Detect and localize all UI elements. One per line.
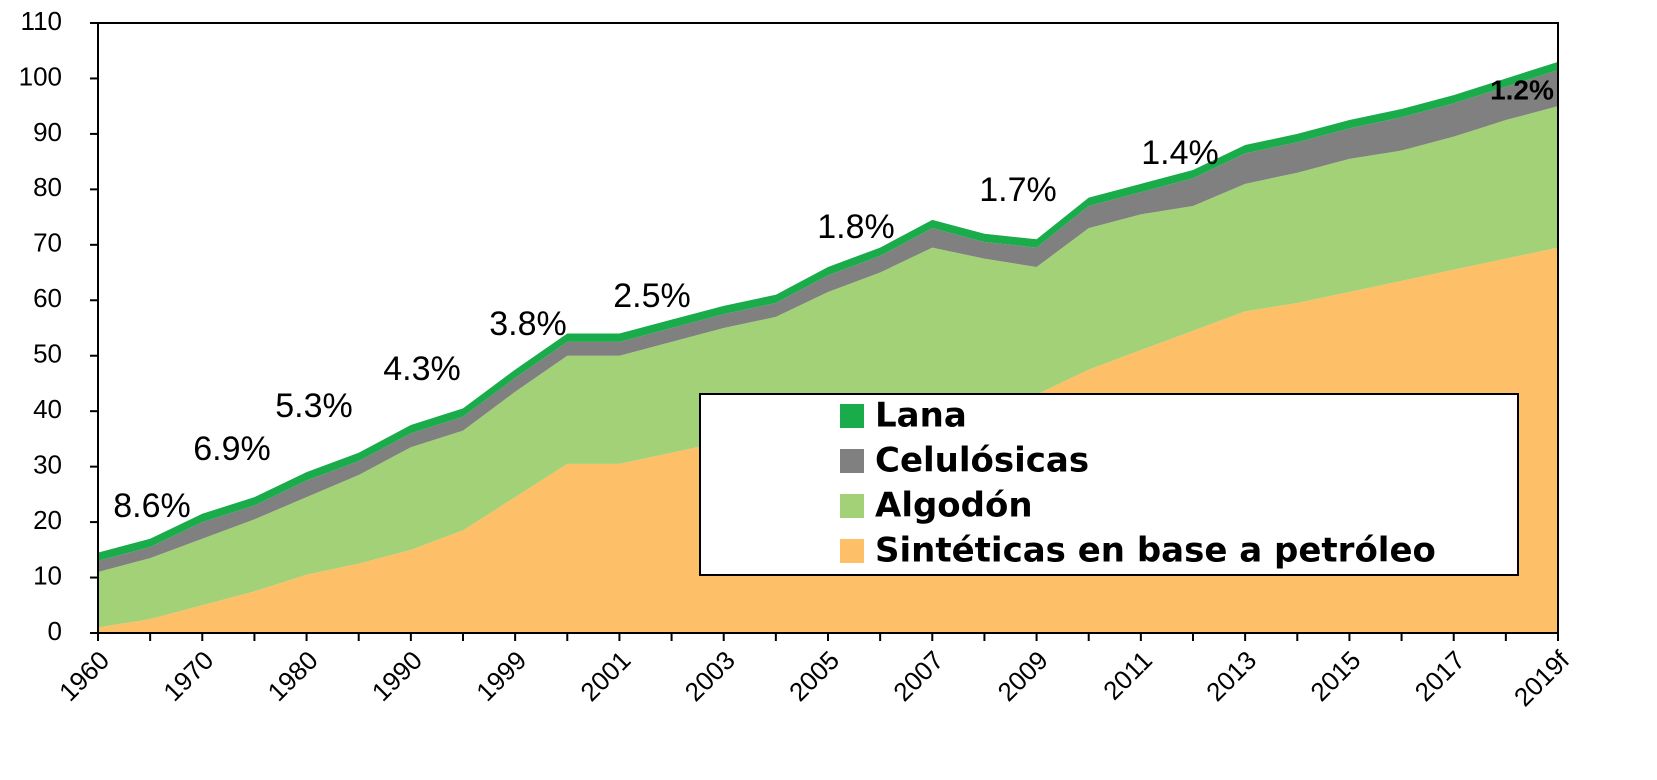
annotation: 5.3%	[275, 387, 353, 425]
annotation: 1.2%	[1490, 74, 1554, 105]
y-tick-label: 80	[33, 172, 62, 202]
x-tick-label: 1999	[470, 645, 532, 707]
x-tick-label: 2009	[992, 645, 1054, 707]
legend-swatch	[840, 494, 864, 518]
y-tick-label: 70	[33, 228, 62, 258]
x-tick-label: 1990	[366, 645, 428, 707]
annotation: 3.8%	[489, 305, 567, 343]
y-tick-label: 100	[19, 61, 62, 91]
annotation: 2.5%	[613, 277, 691, 315]
x-tick-label: 2017	[1409, 645, 1471, 707]
x-tick-label: 2019f	[1508, 644, 1576, 712]
y-tick-label: 20	[33, 505, 62, 535]
y-tick-label: 30	[33, 450, 62, 480]
x-tick-label: 2001	[574, 645, 636, 707]
x-tick-label: 2007	[887, 645, 949, 707]
legend-box	[699, 393, 1519, 576]
y-tick-label: 40	[33, 394, 62, 424]
annotation: 1.8%	[817, 208, 895, 246]
y-tick-label: 90	[33, 117, 62, 147]
x-tick-label: 2005	[783, 645, 845, 707]
legend-label: Algodón	[875, 486, 1033, 526]
legend-swatch	[840, 404, 864, 428]
area	[98, 106, 1558, 628]
x-tick-label: 2013	[1200, 645, 1262, 707]
legend-label: Lana	[875, 396, 967, 436]
area	[98, 61, 1558, 561]
x-tick-label: 2015	[1304, 645, 1366, 707]
annotation: 6.9%	[193, 430, 271, 468]
legend-swatch	[840, 539, 864, 563]
legend-label: Celulósicas	[875, 441, 1089, 481]
annotation: 1.7%	[979, 171, 1057, 209]
y-tick-label: 10	[33, 560, 62, 590]
x-tick-label: 1970	[157, 645, 219, 707]
y-tick-label: 50	[33, 339, 62, 369]
y-tick-label: 110	[21, 6, 62, 36]
annotation: 8.6%	[113, 487, 191, 525]
x-tick-label: 2003	[679, 645, 741, 707]
legend-label: Sintéticas en base a petróleo	[875, 531, 1436, 571]
x-tick-label: 1980	[262, 645, 324, 707]
annotation: 4.3%	[383, 350, 461, 388]
x-tick-label: 2011	[1097, 645, 1158, 706]
y-tick-label: 0	[48, 616, 62, 646]
x-tick-label: 1960	[53, 645, 115, 707]
area	[98, 70, 1558, 573]
y-tick-label: 60	[33, 283, 62, 313]
annotation: 1.4%	[1141, 134, 1219, 172]
legend-swatch	[840, 449, 864, 473]
